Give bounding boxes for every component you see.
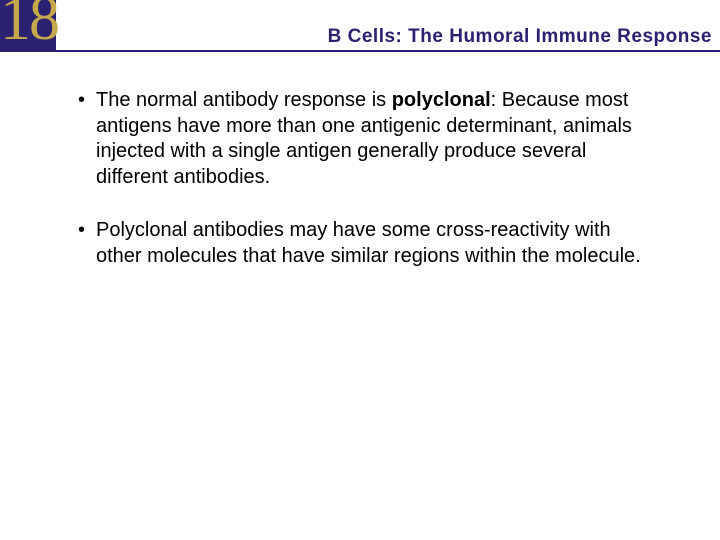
slide-title: B Cells: The Humoral Immune Response [328, 26, 712, 48]
bullet-item: Polyclonal antibodies may have some cros… [96, 218, 648, 269]
bullet-text-pre: Polyclonal antibodies may have some cros… [96, 219, 641, 267]
slide-content: The normal antibody response is polyclon… [0, 52, 720, 270]
bullet-text-pre: The normal antibody response is [96, 89, 392, 111]
bullet-item: The normal antibody response is polyclon… [96, 88, 648, 190]
bullet-text-bold: polyclonal [392, 89, 491, 111]
header-band: 18 B Cells: The Humoral Immune Response [0, 0, 720, 52]
chapter-number: 18 [0, 0, 56, 52]
title-underline [0, 50, 720, 52]
